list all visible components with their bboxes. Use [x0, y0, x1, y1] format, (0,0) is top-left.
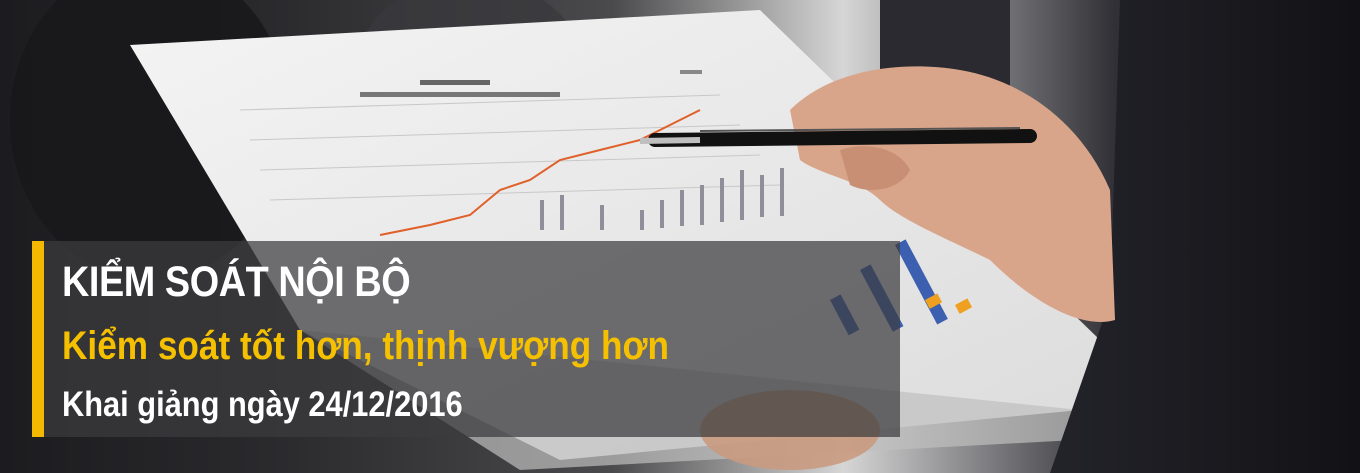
- caption-overlay: [32, 241, 900, 437]
- course-slogan: Kiểm soát tốt hơn, thịnh vượng hơn: [62, 324, 670, 368]
- opening-date: Khai giảng ngày 24/12/2016: [62, 385, 463, 424]
- course-title: KIỂM SOÁT NỘI BỘ: [62, 258, 411, 306]
- accent-bar: [32, 241, 44, 437]
